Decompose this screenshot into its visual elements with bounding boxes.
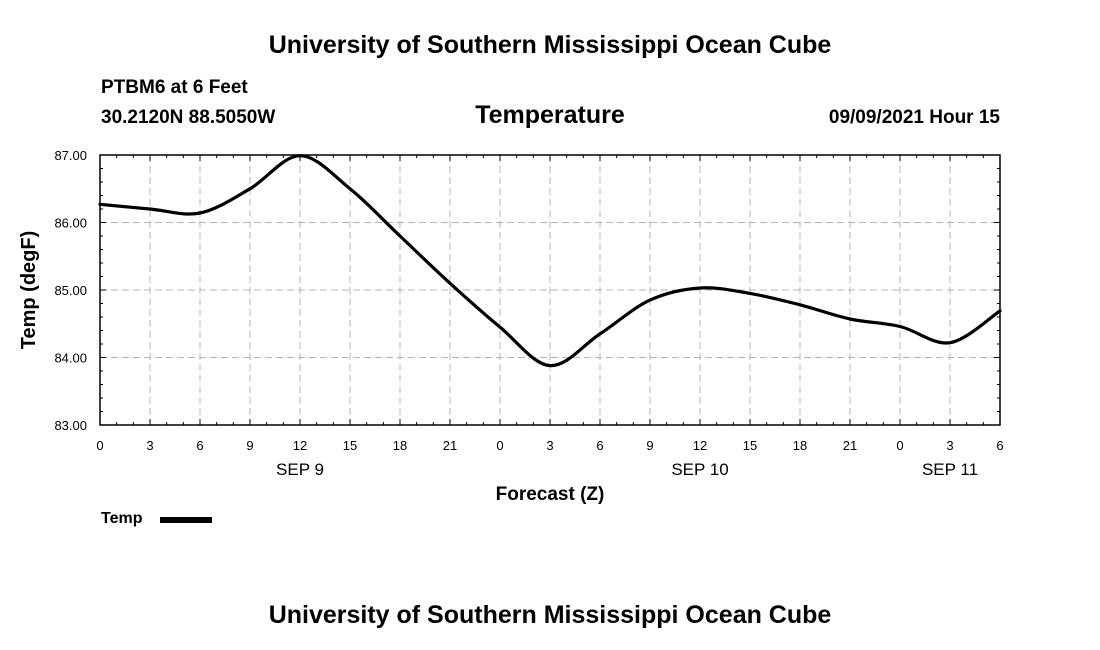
x-tick-label: 21 [843,438,857,453]
x-tick-label: 3 [546,438,553,453]
date-label: SEP 9 [276,460,324,479]
x-axis-label: Forecast (Z) [496,484,605,505]
x-tick-label: 9 [246,438,253,453]
x-tick-label: 6 [196,438,203,453]
x-tick-label: 0 [896,438,903,453]
x-tick-label: 15 [343,438,357,453]
x-tick-label: 3 [146,438,153,453]
y-tick-label: 86.00 [54,216,87,231]
x-tick-label: 9 [646,438,653,453]
x-tick-label: 12 [293,438,307,453]
page-title-bottom: University of Southern Mississippi Ocean… [268,601,832,629]
date-label: SEP 11 [922,460,978,479]
series-line-temp [98,154,1002,368]
x-tick-label: 0 [496,438,503,453]
grid-layer [100,155,1000,425]
ticks-layer: 0 3 6 9 12 15 18 21 0 3 6 9 12 15 18 21 0 3 6 83.00 84.00 85.… [54,148,1003,479]
y-tick-label: 85.00 [54,283,87,298]
legend-line-swatch [160,517,212,523]
legend-label: Temp [101,510,143,527]
x-tick-label: 18 [793,438,807,453]
x-tick-label: 6 [596,438,603,453]
x-tick-label: 6 [996,438,1003,453]
x-tick-label: 18 [393,438,407,453]
page-title-top: University of Southern Mississippi Ocean… [268,31,832,59]
x-tick-label: 3 [946,438,953,453]
y-tick-label: 84.00 [54,351,87,366]
x-tick-label: 0 [96,438,103,453]
chart-title: Temperature [475,101,625,129]
x-tick-label: 12 [693,438,707,453]
y-axis-label: Temp (degF) [18,231,40,350]
x-tick-label: 15 [743,438,757,453]
y-tick-label: 83.00 [54,418,87,433]
datetime-label: 09/09/2021 Hour 15 [828,107,1000,128]
location-label: 30.2120N 88.5050W [101,107,276,128]
series-layer [98,154,1002,368]
y-tick-label: 87.00 [54,148,87,163]
station-label: PTBM6 at 6 Feet [101,77,248,98]
x-tick-label: 21 [443,438,457,453]
date-label: SEP 10 [671,460,728,479]
